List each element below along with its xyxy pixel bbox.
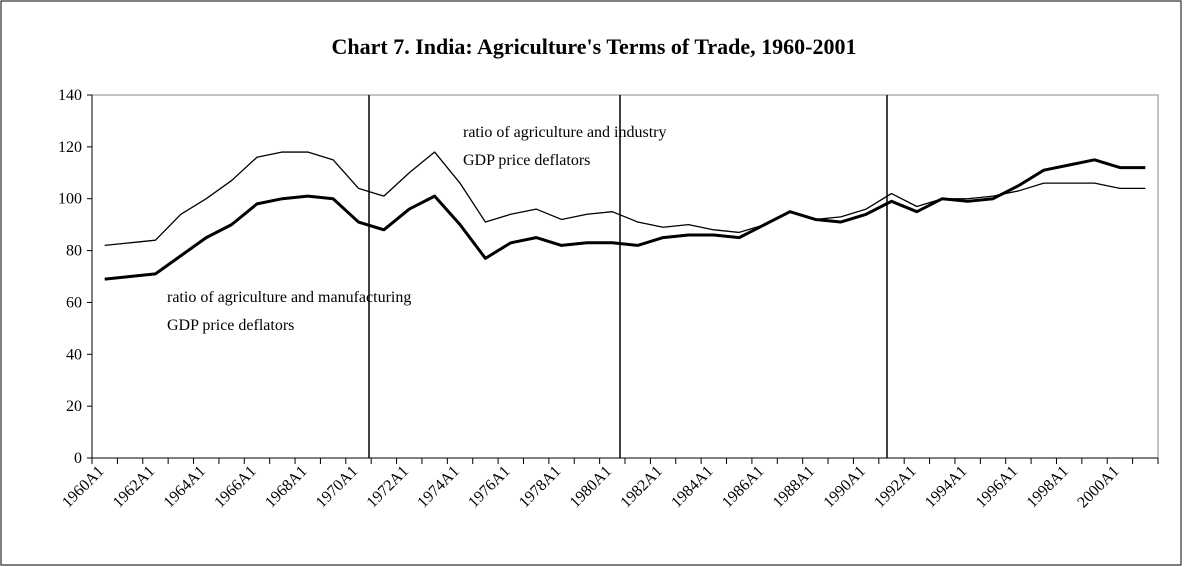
annotation: GDP price deflators (463, 152, 590, 169)
annotation: ratio of agriculture and manufacturing (167, 289, 411, 306)
y-tick-label: 140 (58, 87, 82, 104)
annotation: GDP price deflators (167, 317, 294, 334)
series-line (104, 151, 1146, 247)
y-tick-label: 20 (66, 398, 82, 415)
annotation: ratio of agriculture and industry (463, 124, 667, 141)
y-tick-label: 120 (58, 139, 82, 156)
y-tick-label: 0 (74, 450, 82, 467)
y-tick-label: 60 (66, 294, 82, 311)
y-tick-label: 40 (66, 346, 82, 363)
y-tick-label: 80 (66, 243, 82, 260)
series-line (104, 158, 1146, 281)
chart-title: Chart 7. India: Agriculture's Terms of T… (332, 34, 857, 59)
y-tick-label: 100 (58, 191, 82, 208)
